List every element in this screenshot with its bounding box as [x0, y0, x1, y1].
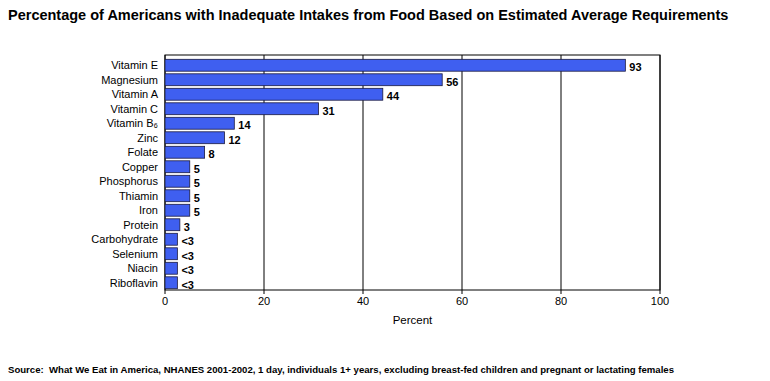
grid-line: [462, 55, 463, 290]
bar: [165, 146, 205, 158]
tick-label: 80: [555, 295, 567, 307]
category-label: Magnesium: [101, 74, 158, 86]
tick-label: 20: [258, 295, 270, 307]
data-label: 44: [387, 90, 400, 102]
grid-line: [561, 55, 562, 290]
category-label: Vitamin A: [112, 88, 159, 100]
bar: [165, 132, 224, 144]
data-label: <3: [181, 235, 194, 247]
category-label: Vitamin E: [111, 59, 158, 71]
category-label: Carbohydrate: [91, 233, 158, 245]
tick-label: 60: [456, 295, 468, 307]
data-label: 3: [184, 221, 190, 233]
axis-label: Percent: [393, 314, 433, 326]
tick-label: 0: [162, 295, 168, 307]
tick-mark: [165, 290, 166, 294]
chart-title: Percentage of Americans with Inadequate …: [8, 7, 728, 23]
category-label: Folate: [127, 146, 158, 158]
plot-area: [165, 55, 660, 290]
source-note: Source: What We Eat in America, NHANES 2…: [8, 364, 674, 375]
category-label: Protein: [123, 219, 158, 231]
category-label: Iron: [139, 204, 158, 216]
category-label: Selenium: [112, 248, 158, 260]
bar: [165, 262, 177, 274]
bar: [165, 219, 180, 231]
data-label: 14: [238, 119, 251, 131]
data-label: 5: [194, 206, 200, 218]
chart-svg: Percentage of Americans with Inadequate …: [0, 0, 770, 381]
bar: [165, 233, 177, 245]
bar: [165, 74, 442, 86]
bar: [165, 175, 190, 187]
category-label: Riboflavin: [110, 277, 158, 289]
bars: [165, 59, 625, 288]
category-label: Copper: [122, 161, 158, 173]
tick-mark: [264, 290, 265, 294]
chart-container: Percentage of Americans with Inadequate …: [0, 0, 770, 381]
tick-label: 100: [651, 295, 669, 307]
data-label: 31: [322, 105, 334, 117]
category-label: Phosphorus: [99, 175, 158, 187]
category-label: Vitamin C: [111, 103, 159, 115]
data-label: 5: [194, 177, 200, 189]
data-label: 12: [228, 134, 240, 146]
data-label: <3: [181, 264, 194, 276]
bar: [165, 103, 318, 115]
data-label: <3: [181, 250, 194, 262]
plot-frame: [165, 55, 660, 290]
data-label: 8: [209, 148, 215, 160]
data-label: 56: [446, 76, 458, 88]
bar: [165, 248, 177, 260]
data-label: 5: [194, 163, 200, 175]
data-label: 5: [194, 192, 200, 204]
bar: [165, 204, 190, 216]
bar: [165, 59, 625, 71]
category-label: Zinc: [137, 132, 158, 144]
data-label: <3: [181, 279, 194, 291]
category-label: Niacin: [127, 262, 158, 274]
category-label: Thiamin: [119, 190, 158, 202]
tick-mark: [363, 290, 364, 294]
bar: [165, 88, 383, 100]
tick-label: 40: [357, 295, 369, 307]
bar: [165, 277, 177, 289]
bar: [165, 190, 190, 202]
bar: [165, 161, 190, 173]
bar: [165, 117, 234, 129]
data-label: 93: [629, 61, 641, 73]
tick-mark: [462, 290, 463, 294]
tick-mark: [660, 290, 661, 294]
category-label: Vitamin B₆: [107, 117, 158, 129]
tick-mark: [561, 290, 562, 294]
